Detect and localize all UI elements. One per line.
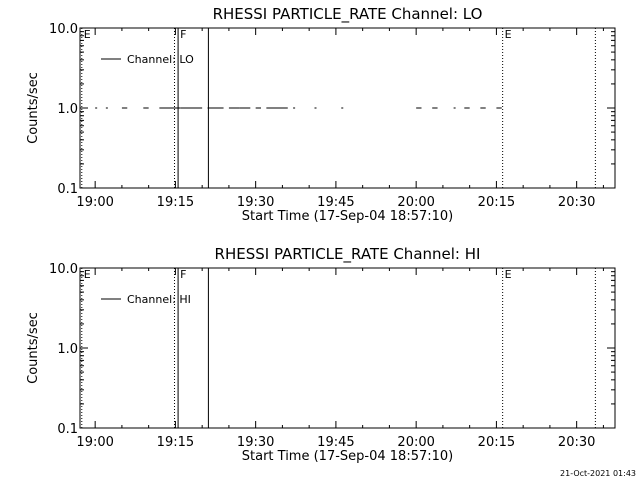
y-axis-title: Counts/sec xyxy=(26,72,41,144)
chart-title: RHESSI PARTICLE_RATE Channel: HI xyxy=(215,245,481,264)
x-tick-label: 19:30 xyxy=(237,195,274,210)
x-tick-label: 20:00 xyxy=(397,435,434,450)
x-tick-label: 20:30 xyxy=(558,435,595,450)
event-marker-label: E xyxy=(84,268,91,281)
y-tick-label: 1.0 xyxy=(57,102,78,117)
event-marker-label: E xyxy=(505,268,512,281)
x-tick-label: 20:15 xyxy=(478,195,515,210)
x-tick-label: 20:30 xyxy=(558,195,595,210)
legend-label: Channel: HI xyxy=(127,293,191,306)
x-tick-label: 19:00 xyxy=(76,435,113,450)
event-marker-label: F xyxy=(180,28,186,41)
x-tick-label: 19:45 xyxy=(317,435,354,450)
y-tick-label: 10.0 xyxy=(49,262,78,277)
event-marker-label: F xyxy=(180,268,186,281)
x-tick-label: 19:45 xyxy=(317,195,354,210)
chart-panel-1: RHESSI PARTICLE_RATE Channel: LO 19:00 19:… xyxy=(26,5,616,224)
plot-frame xyxy=(79,267,616,429)
y-tick-label: 0.1 xyxy=(57,182,78,197)
y-tick-label: 10.0 xyxy=(49,22,78,37)
event-marker-label: E xyxy=(84,28,91,41)
chart-panel-2: RHESSI PARTICLE_RATE Channel: HI 19:00 19:… xyxy=(26,245,616,464)
y-axis-title: Counts/sec xyxy=(26,312,41,384)
chart-panels: RHESSI PARTICLE_RATE Channel: LO 19:00 19:… xyxy=(26,5,616,464)
chart-title: RHESSI PARTICLE_RATE Channel: LO xyxy=(213,5,483,24)
x-tick-label: 19:00 xyxy=(76,195,113,210)
x-axis-title: Start Time (17-Sep-04 18:57:10) xyxy=(242,449,453,464)
event-marker-label: E xyxy=(505,28,512,41)
x-axis-title: Start Time (17-Sep-04 18:57:10) xyxy=(242,209,453,224)
x-tick-label: 20:00 xyxy=(397,195,434,210)
x-tick-label: 19:30 xyxy=(237,435,274,450)
y-tick-label: 0.1 xyxy=(57,422,78,437)
legend-label: Channel: LO xyxy=(127,53,194,66)
x-tick-label: 20:15 xyxy=(478,435,515,450)
x-tick-label: 19:15 xyxy=(157,435,194,450)
x-tick-label: 19:15 xyxy=(157,195,194,210)
y-tick-label: 1.0 xyxy=(57,342,78,357)
footer-timestamp: 21-Oct-2021 01:43 xyxy=(560,469,636,478)
